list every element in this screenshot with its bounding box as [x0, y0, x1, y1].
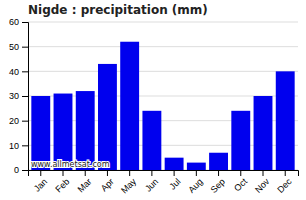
tick-label: Jun: [143, 176, 160, 193]
tick: Mar: [76, 170, 94, 194]
axis-line: [29, 171, 299, 177]
tick-mark: [22, 22, 28, 23]
tick-label: Mar: [76, 176, 94, 194]
tick-label: May: [119, 176, 138, 195]
bar: [98, 64, 117, 170]
grid: [28, 22, 298, 170]
grid-line: [28, 71, 298, 72]
tick: May: [119, 170, 138, 196]
tick: Sep: [209, 170, 227, 195]
plot: 0 10 20 30 40 50 60 JanFeb Mar AprMay Jun Jul Aug Sep…: [9, 17, 299, 195]
bars: [31, 42, 294, 170]
tick: Jun: [143, 170, 160, 194]
bar: [142, 111, 161, 170]
chart: 0 10 20 30 40 50 60 JanFeb Mar AprMay Jun Jul Aug Sep…: [0, 0, 306, 200]
annotation: www.allmetsat.com: [31, 160, 110, 169]
tick-label: Aug: [186, 176, 204, 194]
tick-mark: [22, 71, 28, 72]
tick-mark: [22, 96, 28, 97]
tick-mark: [285, 170, 286, 176]
tick-mark: [151, 170, 152, 176]
tick: Dec: [275, 170, 294, 195]
tick: Feb: [53, 170, 71, 194]
x-axis: JanFeb Mar AprMay Jun Jul Aug Sep OctNovDec: [29, 170, 299, 196]
tick: 20: [9, 116, 28, 126]
tick-label: Jan: [32, 176, 49, 193]
bar: [165, 158, 184, 170]
tick-mark: [218, 170, 219, 176]
tick: 50: [9, 42, 28, 52]
bar: [54, 94, 73, 170]
grid-line: [28, 46, 298, 47]
bar: [120, 42, 139, 170]
tick-label: Dec: [275, 176, 294, 195]
tick-mark: [196, 170, 197, 176]
tick-mark: [107, 170, 108, 176]
title: Nigde : precipitation (mm): [28, 3, 208, 17]
tick-mark: [22, 121, 28, 122]
bar: [231, 111, 250, 170]
tick-label: Apr: [99, 176, 116, 193]
tick: Nov: [253, 170, 272, 195]
tick-label: Jul: [167, 176, 182, 191]
tick-label: Feb: [53, 176, 71, 194]
tick-label: Sep: [209, 176, 227, 194]
tick-label: 60: [9, 17, 19, 27]
tick: Jul: [167, 170, 182, 192]
bar: [209, 153, 228, 170]
tick: 40: [9, 67, 28, 77]
tick-mark: [240, 170, 241, 176]
bar: [76, 91, 95, 170]
tick: 0: [14, 165, 28, 175]
tick: 30: [9, 91, 28, 101]
tick-mark: [85, 170, 86, 176]
tick-mark: [174, 170, 175, 176]
tick-label: Nov: [253, 176, 272, 195]
bar: [254, 96, 273, 170]
tick: Jan: [32, 170, 49, 194]
tick-mark: [263, 170, 264, 176]
tick: Apr: [99, 170, 116, 193]
tick-mark: [22, 47, 28, 48]
tick-label: 50: [9, 42, 19, 52]
bar: [187, 163, 206, 170]
tick: Aug: [186, 170, 204, 195]
tick-label: 10: [9, 141, 19, 151]
tick-mark: [40, 170, 41, 176]
tick-label: Oct: [232, 176, 249, 193]
tick-label: 30: [9, 91, 19, 101]
tick-mark: [129, 170, 130, 176]
tick-label: 40: [9, 67, 19, 77]
grid-line: [28, 22, 298, 23]
bar: [31, 96, 50, 170]
y-axis: 0 10 20 30 40 50 60: [9, 17, 29, 175]
tick-label: 20: [9, 116, 19, 126]
tick: 60: [9, 17, 28, 27]
tick-mark: [63, 170, 64, 176]
tick-mark: [22, 170, 28, 171]
tick: Oct: [232, 170, 249, 193]
tick: 10: [9, 141, 28, 151]
bar: [276, 71, 295, 170]
tick-mark: [22, 145, 28, 146]
tick-label: 0: [14, 165, 19, 175]
axis-line: [22, 23, 29, 171]
